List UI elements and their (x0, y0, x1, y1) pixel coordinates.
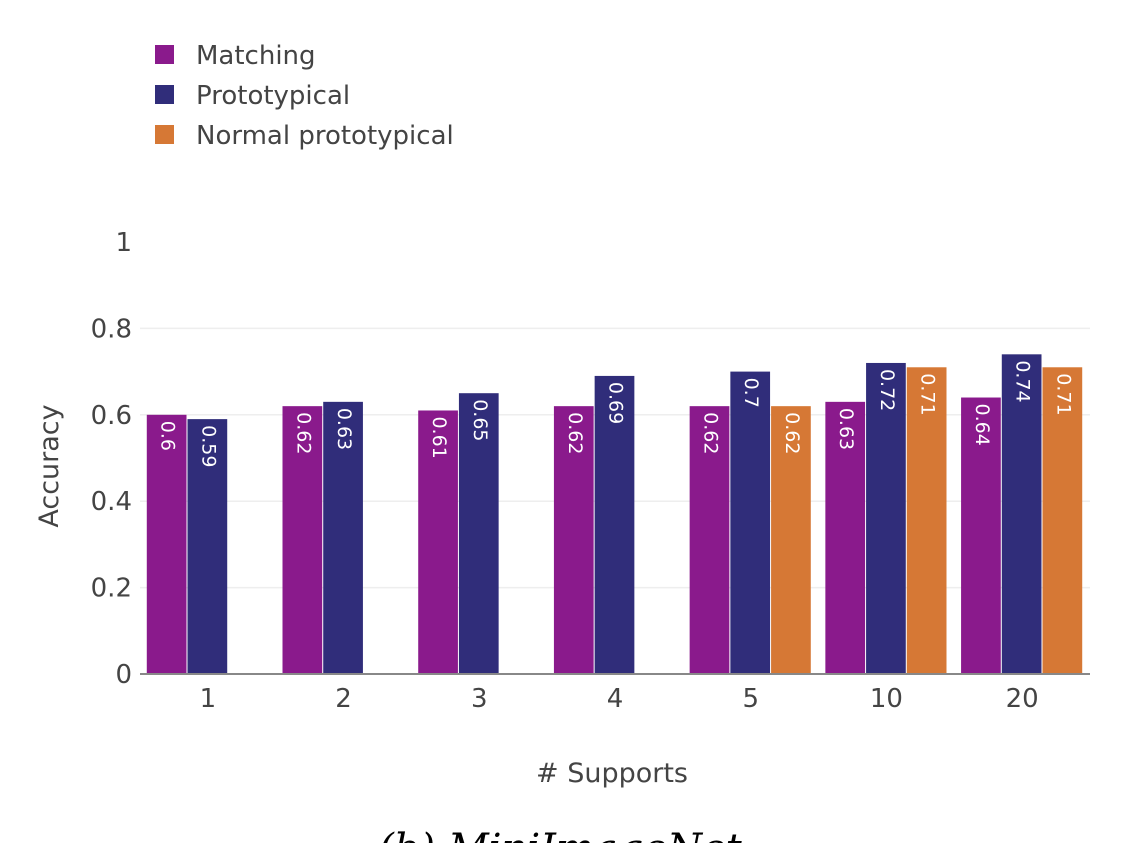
bar-value-label: 0.6 (157, 421, 179, 451)
legend: Matching Prototypical Normal prototypical (155, 41, 454, 151)
bar (146, 414, 187, 674)
y-tick-label: 0.2 (91, 574, 132, 604)
legend-swatch (155, 125, 174, 144)
y-tick-label: 0.8 (91, 314, 132, 344)
y-axis-ticks: 0 0.2 0.4 0.6 0.8 1 (91, 228, 132, 690)
bar (1001, 354, 1042, 674)
bar (458, 393, 499, 674)
x-tick-label: 2 (335, 684, 352, 714)
y-axis-title: Accuracy (34, 404, 65, 527)
bar (961, 397, 1001, 674)
y-tick-label: 0.4 (91, 487, 132, 517)
bar-value-label: 0.74 (1012, 360, 1034, 402)
bars: 0.6 0.59 0.62 0.63 0.61 0.65 0.62 0.69 0.62 0.7 0.… (146, 354, 1083, 674)
bar (866, 362, 906, 674)
x-tick-label: 4 (607, 684, 624, 714)
bar-value-label: 0.65 (469, 399, 491, 441)
x-tick-label: 3 (471, 684, 488, 714)
bar-value-label: 0.62 (781, 412, 803, 454)
y-tick-label: 0.6 (91, 401, 132, 431)
x-axis-title: # Supports (536, 758, 688, 789)
bar (771, 406, 811, 674)
legend-label: Normal prototypical (196, 121, 454, 151)
bar (825, 401, 866, 674)
bar-value-label: 0.59 (197, 425, 219, 467)
bar-value-label: 0.63 (333, 408, 355, 450)
legend-swatch (155, 45, 174, 64)
bar-value-label: 0.7 (740, 378, 762, 408)
legend-swatch (155, 85, 174, 104)
bar-value-label: 0.63 (835, 408, 857, 450)
bar (730, 371, 771, 674)
bar-value-label: 0.61 (428, 416, 450, 458)
bar-value-label: 0.62 (564, 412, 586, 454)
bar (282, 406, 323, 674)
bar (323, 401, 363, 674)
bar (689, 406, 730, 674)
bar-value-label: 0.71 (917, 373, 939, 415)
bar (1042, 367, 1083, 674)
bar (594, 375, 635, 674)
bar (906, 367, 947, 674)
x-tick-label: 1 (200, 684, 217, 714)
x-tick-label: 5 (742, 684, 759, 714)
bar (187, 419, 228, 674)
bar-value-label: 0.62 (700, 412, 722, 454)
x-axis-ticks: 1 2 3 4 5 10 20 (200, 684, 1039, 714)
y-tick-label: 0 (115, 660, 132, 690)
legend-label: Prototypical (196, 81, 350, 111)
bar-value-label: 0.64 (971, 404, 993, 446)
x-tick-label: 20 (1006, 684, 1039, 714)
y-tick-label: 1 (115, 228, 132, 258)
bar-value-label: 0.72 (876, 369, 898, 411)
legend-label: Matching (196, 41, 316, 71)
bar-value-label: 0.71 (1052, 373, 1074, 415)
bar (418, 410, 458, 674)
bar-value-label: 0.69 (605, 382, 627, 424)
figure-caption: (b) MiniImageNet (378, 826, 742, 843)
x-tick-label: 10 (870, 684, 903, 714)
bar-value-label: 0.62 (292, 412, 314, 454)
bar (553, 406, 594, 674)
